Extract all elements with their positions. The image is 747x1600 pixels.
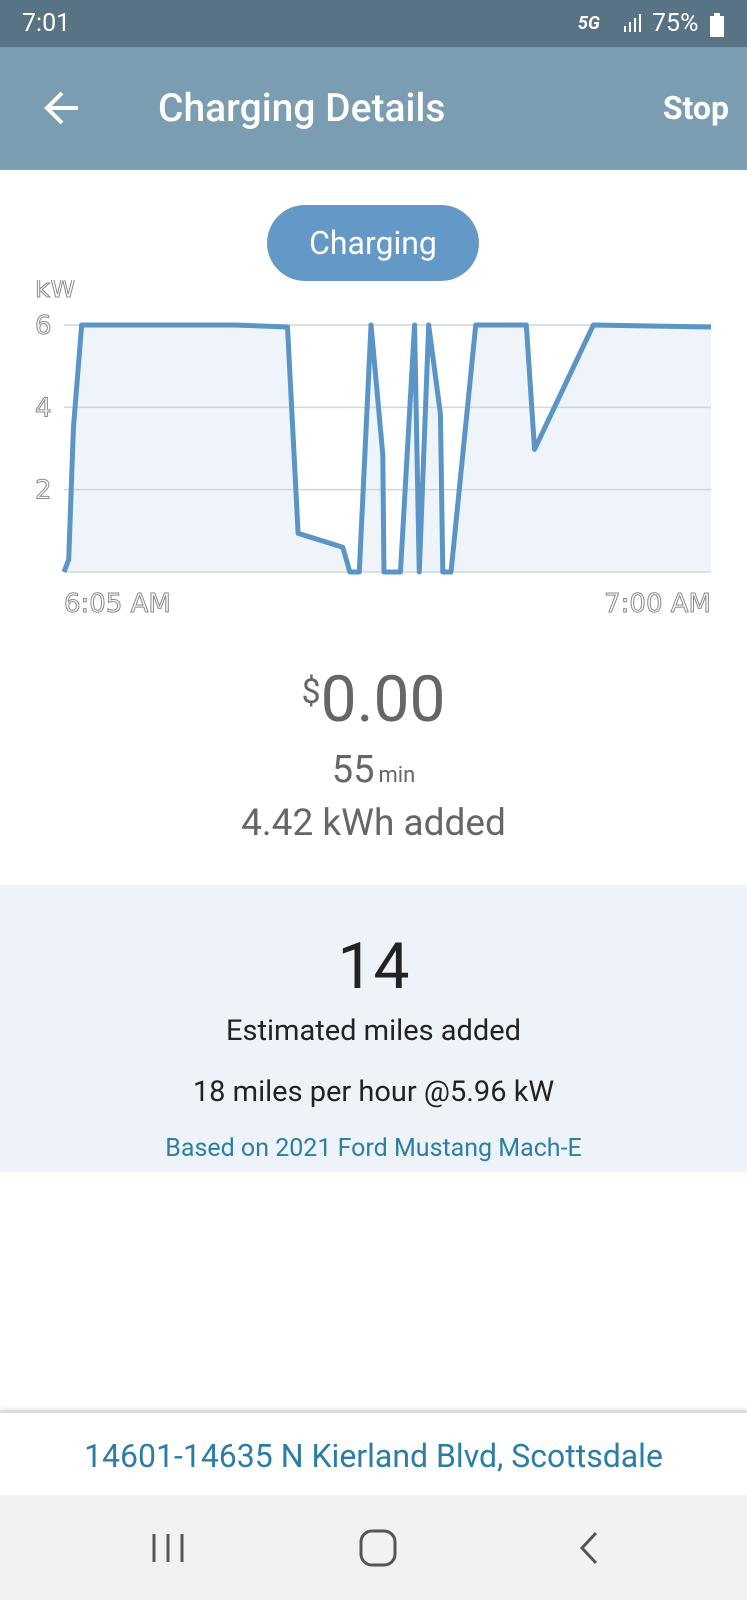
back-nav-button[interactable] xyxy=(574,1530,604,1566)
cost-amount: 0.00 xyxy=(320,662,446,737)
recents-button[interactable] xyxy=(150,1530,186,1566)
address-bar[interactable]: 14601-14635 N Kierland Blvd, Scottsdale xyxy=(0,1410,747,1498)
status-bar: 7:01 5G 75% xyxy=(0,0,747,47)
duration-unit: min xyxy=(378,763,416,788)
clock: 7:01 xyxy=(22,9,71,38)
battery-level: 75% xyxy=(652,9,699,38)
battery-icon xyxy=(710,13,724,37)
y-tick-label: 2 xyxy=(35,476,52,506)
y-axis-label: kW xyxy=(35,280,76,304)
power-line xyxy=(61,322,712,575)
y-tick-label: 6 xyxy=(35,311,52,341)
miles-label: Estimated miles added xyxy=(226,1014,521,1048)
duration: 55 min xyxy=(0,748,747,792)
currency: $ xyxy=(301,672,321,712)
cost: $0.00 xyxy=(0,662,747,737)
stop-button[interactable]: Stop xyxy=(662,89,729,127)
x-tick-label: 7:00 AM xyxy=(604,589,711,619)
y-tick-label: 4 xyxy=(35,393,52,423)
area xyxy=(64,325,711,572)
charge-rate: 18 miles per hour @5.96 kW xyxy=(192,1075,555,1109)
vehicle-note: Based on 2021 Ford Mustang Mach-E xyxy=(165,1134,582,1163)
signal-icon xyxy=(624,14,641,32)
app-bar: Charging Details Stop xyxy=(0,47,747,170)
status-pill: Charging xyxy=(267,205,479,281)
home-button[interactable] xyxy=(358,1528,398,1568)
screen-title: Charging Details xyxy=(158,85,446,131)
estimate-panel: 14 Estimated miles added 18 miles per ho… xyxy=(0,885,747,1172)
address: 14601-14635 N Kierland Blvd, Scottsdale xyxy=(84,1437,663,1475)
x-tick-label: 6:05 AM xyxy=(64,589,171,619)
duration-value: 55 xyxy=(331,748,375,792)
miles-added: 14 xyxy=(337,929,410,1004)
network: 5G xyxy=(578,13,600,34)
back-button[interactable] xyxy=(42,88,82,128)
nav-bar xyxy=(0,1495,747,1600)
energy-added: 4.42 kWh added xyxy=(241,802,506,845)
power-chart: kW 2 4 6 6:05 AM 7:00 AM xyxy=(35,280,712,620)
